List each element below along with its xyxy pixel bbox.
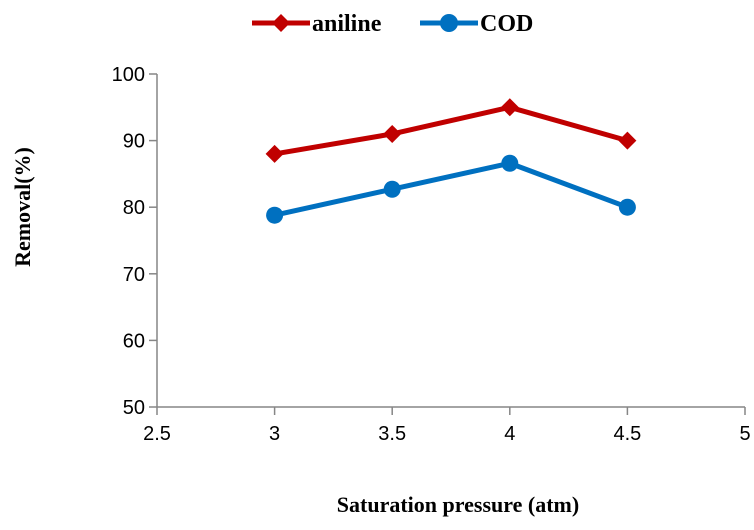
x-axis-title: Saturation pressure (atm) (337, 492, 579, 517)
legend-marker-aniline (272, 14, 290, 32)
data-point-aniline (383, 124, 402, 143)
x-tick-label: 4 (504, 423, 515, 445)
series-cod (266, 154, 636, 224)
series-aniline (265, 98, 637, 163)
y-tick-label: 70 (123, 264, 145, 286)
legend-label-aniline: aniline (312, 11, 382, 37)
legend: aniline COD (252, 11, 533, 37)
y-tick-label: 50 (123, 397, 145, 419)
data-point-cod (266, 206, 284, 224)
x-tick-label: 5 (739, 423, 750, 445)
y-tick-label: 100 (112, 64, 145, 86)
legend-item-aniline: aniline (252, 11, 382, 37)
data-point-cod (383, 180, 401, 198)
x-tick-label: 3 (269, 423, 280, 445)
tick-labels: 50 60 70 80 90 100 2.5 3 3.5 4 4.5 5 (112, 64, 751, 445)
series-line-aniline (274, 104, 629, 157)
x-tick-label: 2.5 (143, 423, 171, 445)
axes (149, 73, 746, 415)
series-layer (265, 98, 637, 224)
x-tick-label: 4.5 (613, 423, 641, 445)
data-point-cod (501, 154, 519, 172)
data-point-aniline (618, 131, 637, 150)
data-point-aniline (265, 144, 284, 163)
data-point-cod (618, 198, 636, 216)
y-tick-label: 60 (123, 330, 145, 352)
legend-marker-cod (440, 14, 458, 32)
legend-item-cod: COD (420, 11, 533, 37)
y-tick-label: 90 (123, 131, 145, 153)
y-axis-title: Removal(%) (10, 147, 35, 267)
data-point-aniline (500, 98, 519, 117)
series-line-cod (274, 160, 629, 218)
x-tick-label: 3.5 (378, 423, 406, 445)
legend-label-cod: COD (480, 11, 533, 37)
y-tick-label: 80 (123, 197, 145, 219)
